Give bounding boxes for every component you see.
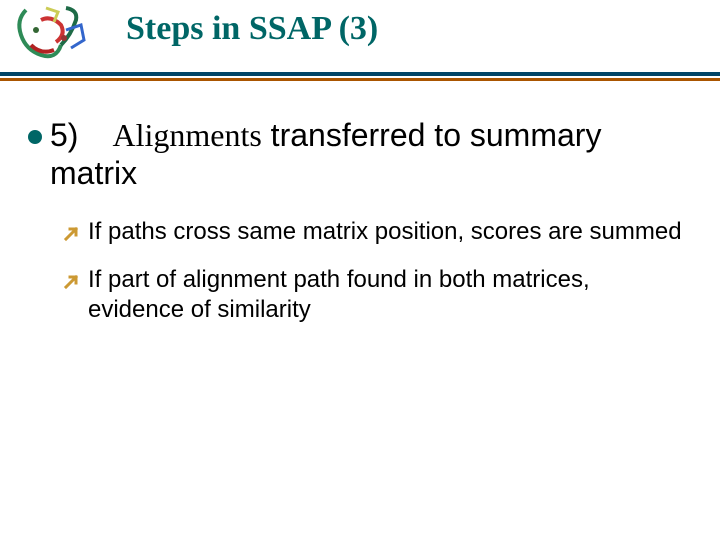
- content-area: 5)Alignments transferred to summary matr…: [28, 110, 692, 343]
- slide: Steps in SSAP (3) 5)Alignments transferr…: [0, 0, 720, 540]
- sub-points-list: If paths cross same matrix position, sco…: [62, 217, 692, 325]
- slide-title: Steps in SSAP (3): [126, 10, 378, 48]
- bullet-level1: 5)Alignments transferred to summary matr…: [28, 116, 692, 193]
- title-underline: [0, 72, 720, 81]
- arrow-bullet-icon: [62, 221, 84, 243]
- rule-primary: [0, 72, 720, 76]
- step-number: 5): [50, 117, 78, 153]
- sub-point-text: If paths cross same matrix position, sco…: [88, 217, 682, 247]
- bullet-level2: If part of alignment path found in both …: [62, 265, 692, 325]
- bullet-level2: If paths cross same matrix position, sco…: [62, 217, 692, 247]
- protein-structure-icon: [6, 0, 114, 72]
- rule-secondary: [0, 78, 720, 81]
- step-label: Alignments: [112, 117, 261, 153]
- arrow-bullet-icon: [62, 269, 84, 291]
- header: Steps in SSAP (3): [0, 0, 720, 72]
- sub-point-text: If part of alignment path found in both …: [88, 265, 692, 325]
- dot-bullet-icon: [28, 130, 42, 144]
- main-point-text: 5)Alignments transferred to summary matr…: [50, 116, 692, 193]
